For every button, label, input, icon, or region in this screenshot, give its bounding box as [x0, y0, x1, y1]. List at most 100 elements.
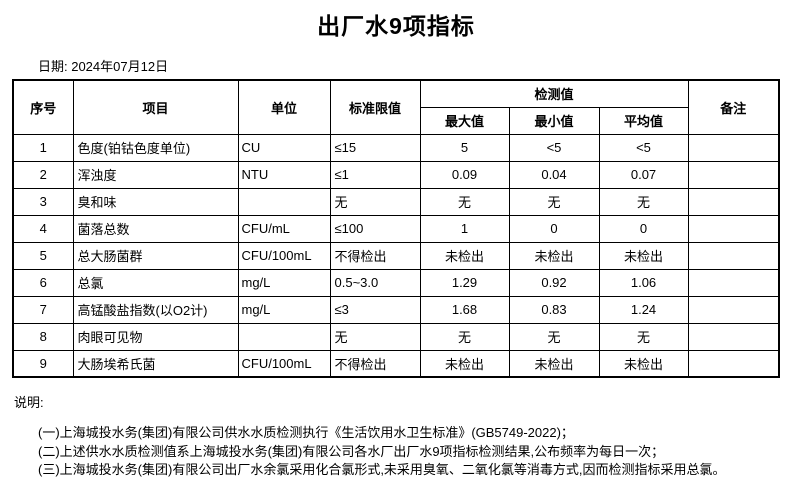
cell-unit: mg/L — [237, 268, 331, 297]
cell-remark — [687, 214, 780, 243]
cell-limit: ≤1 — [329, 160, 421, 189]
cell-limit: 不得检出 — [329, 241, 421, 270]
cell-unit: CU — [237, 133, 331, 162]
cell-item: 菌落总数 — [72, 214, 239, 243]
cell-max: 未检出 — [419, 241, 510, 270]
cell-item: 色度(铂钴色度单位) — [72, 133, 239, 162]
cell-limit: 无 — [329, 322, 421, 351]
cell-min: 0.83 — [508, 295, 600, 324]
table-row: 5 总大肠菌群 CFU/100mL 不得检出 未检出 未检出 未检出 — [12, 241, 780, 270]
cell-remark — [687, 295, 780, 324]
cell-avg: 1.24 — [598, 295, 689, 324]
cell-remark — [687, 349, 780, 378]
cell-no: 4 — [12, 214, 74, 243]
cell-min: 0 — [508, 214, 600, 243]
notes-block: (一)上海城投水务(集团)有限公司供水水质检测执行《生活饮用水卫生标准》(GB5… — [38, 424, 726, 480]
cell-no: 8 — [12, 322, 74, 351]
header-row-1: 序号 项目 单位 标准限值 检测值 备注 — [12, 79, 780, 135]
cell-no: 9 — [12, 349, 74, 378]
cell-unit: CFU/100mL — [237, 349, 331, 378]
col-header-remark: 备注 — [687, 79, 780, 135]
cell-item: 高锰酸盐指数(以O2计) — [72, 295, 239, 324]
cell-min: 未检出 — [508, 349, 600, 378]
cell-item: 大肠埃希氏菌 — [72, 349, 239, 378]
cell-no: 1 — [12, 133, 74, 162]
cell-limit: 不得检出 — [329, 349, 421, 378]
cell-limit: 0.5~3.0 — [329, 268, 421, 297]
cell-min: 未检出 — [508, 241, 600, 270]
col-header-detection: 检测值 — [419, 79, 689, 108]
cell-avg: 0 — [598, 214, 689, 243]
cell-unit — [237, 187, 331, 216]
cell-unit: CFU/mL — [237, 214, 331, 243]
cell-min: 0.92 — [508, 268, 600, 297]
cell-unit: NTU — [237, 160, 331, 189]
cell-max: 5 — [419, 133, 510, 162]
cell-max: 无 — [419, 187, 510, 216]
col-header-unit: 单位 — [237, 79, 331, 135]
note-line-2: (二)上述供水水质检测值系上海城投水务(集团)有限公司各水厂出厂水9项指标检测结… — [38, 443, 665, 459]
cell-avg: 未检出 — [598, 349, 689, 378]
table-row: 3 臭和味 无 无 无 无 — [12, 187, 780, 216]
cell-max: 无 — [419, 322, 510, 351]
cell-unit — [237, 322, 331, 351]
cell-remark — [687, 268, 780, 297]
cell-avg: 1.06 — [598, 268, 689, 297]
note-line-3: (三)上海城投水务(集团)有限公司出厂水余氯采用化合氯形式,未采用臭氧、二氧化氯… — [38, 462, 726, 477]
cell-unit: CFU/100mL — [237, 241, 331, 270]
table-row: 8 肉眼可见物 无 无 无 无 — [12, 322, 780, 351]
cell-min: 无 — [508, 187, 600, 216]
header-row-2: 最大值 最小值 平均值 — [13, 106, 779, 135]
table-row: 9 大肠埃希氏菌 CFU/100mL 不得检出 未检出 未检出 未检出 — [12, 349, 780, 378]
page-title: 出厂水9项指标 — [317, 13, 475, 39]
cell-limit: ≤100 — [329, 214, 421, 243]
cell-item: 肉眼可见物 — [72, 322, 239, 351]
cell-max: 未检出 — [419, 349, 510, 378]
cell-limit: ≤3 — [329, 295, 421, 324]
cell-avg: 无 — [598, 322, 689, 351]
cell-remark — [687, 241, 780, 270]
table-row: 4 菌落总数 CFU/mL ≤100 1 0 0 — [12, 214, 780, 243]
col-header-min: 最小值 — [508, 106, 600, 135]
col-header-no: 序号 — [12, 79, 74, 135]
cell-max: 0.09 — [419, 160, 510, 189]
cell-max: 1.29 — [419, 268, 510, 297]
col-header-max: 最大值 — [419, 106, 510, 135]
cell-limit: 无 — [329, 187, 421, 216]
table-row: 2 浑浊度 NTU ≤1 0.09 0.04 0.07 — [12, 160, 780, 189]
table-row: 7 高锰酸盐指数(以O2计) mg/L ≤3 1.68 0.83 1.24 — [12, 295, 780, 324]
cell-item: 总氯 — [72, 268, 239, 297]
cell-avg: 未检出 — [598, 241, 689, 270]
cell-avg: 无 — [598, 187, 689, 216]
cell-avg: <5 — [598, 133, 689, 162]
cell-item: 总大肠菌群 — [72, 241, 239, 270]
cell-max: 1.68 — [419, 295, 510, 324]
cell-unit: mg/L — [237, 295, 331, 324]
cell-max: 1 — [419, 214, 510, 243]
cell-remark — [687, 133, 780, 162]
cell-remark — [687, 160, 780, 189]
cell-remark — [687, 322, 780, 351]
cell-no: 5 — [12, 241, 74, 270]
cell-item: 浑浊度 — [72, 160, 239, 189]
cell-no: 3 — [12, 187, 74, 216]
table-row: 1 色度(铂钴色度单位) CU ≤15 5 <5 <5 — [12, 133, 780, 162]
col-header-avg: 平均值 — [598, 106, 689, 135]
cell-no: 7 — [12, 295, 74, 324]
table-row: 6 总氯 mg/L 0.5~3.0 1.29 0.92 1.06 — [12, 268, 780, 297]
cell-min: 无 — [508, 322, 600, 351]
col-header-item: 项目 — [72, 79, 239, 135]
cell-no: 6 — [12, 268, 74, 297]
cell-min: 0.04 — [508, 160, 600, 189]
cell-no: 2 — [12, 160, 74, 189]
indicators-table: 序号 项目 单位 标准限值 检测值 备注 最大值 最小值 平均值 1 色度(铂钴… — [12, 79, 781, 378]
col-header-limit: 标准限值 — [329, 79, 421, 135]
report-date: 日期: 2024年07月12日 — [38, 59, 169, 74]
note-line-1: (一)上海城投水务(集团)有限公司供水水质检测执行《生活饮用水卫生标准》(GB5… — [38, 425, 574, 440]
cell-limit: ≤15 — [329, 133, 421, 162]
cell-min: <5 — [508, 133, 600, 162]
cell-item: 臭和味 — [72, 187, 239, 216]
cell-avg: 0.07 — [598, 160, 689, 189]
notes-label: 说明: — [14, 395, 44, 410]
